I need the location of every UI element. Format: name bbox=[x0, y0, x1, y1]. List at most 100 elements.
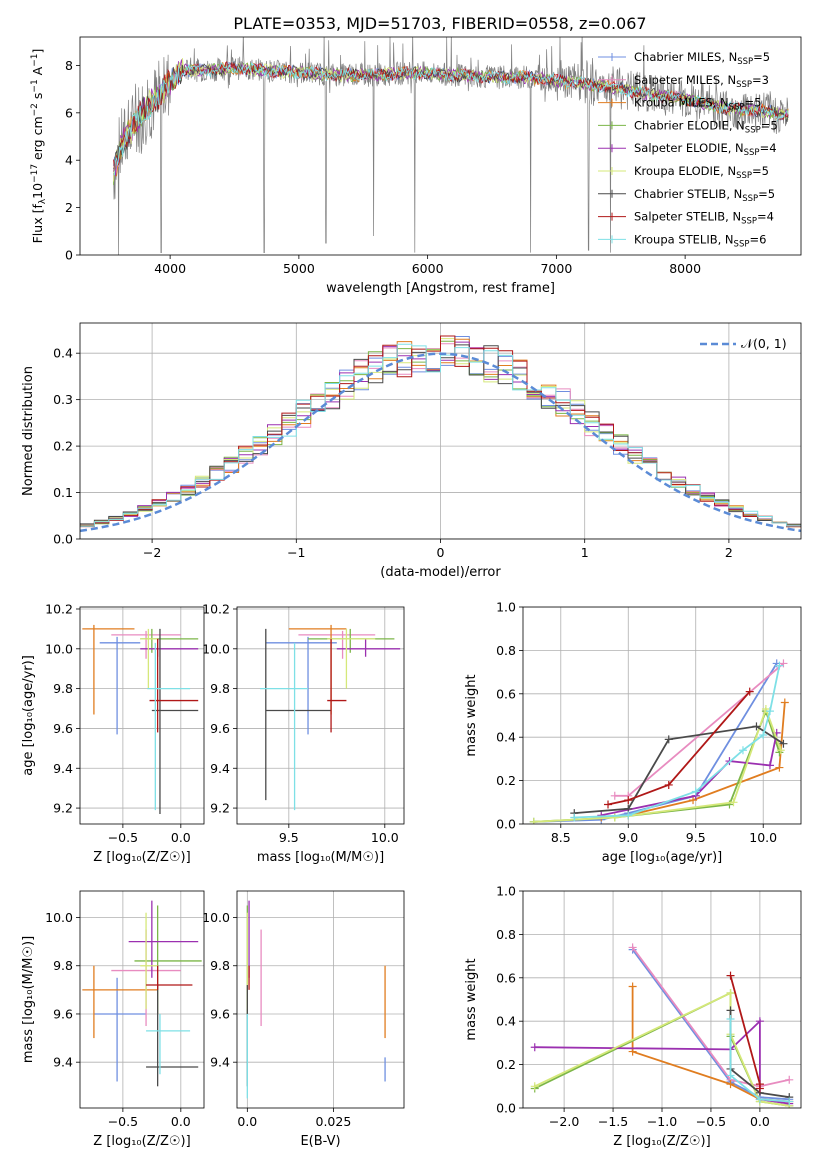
y-tick-label: 9.8 bbox=[210, 958, 230, 973]
legend-label-sub: SSP bbox=[745, 125, 761, 135]
point-marker-chabrier_stelib bbox=[752, 722, 761, 731]
y-tick-label: 9.6 bbox=[53, 1006, 73, 1021]
y-tick-label: 9.8 bbox=[210, 681, 230, 696]
y-tick-label: 9.6 bbox=[210, 1006, 230, 1021]
x-tick-label: 1 bbox=[581, 545, 589, 560]
point-marker-kroupa_stelib bbox=[775, 661, 784, 670]
axes-frame bbox=[236, 890, 405, 1109]
model-spectrum-salpeter_stelib bbox=[113, 61, 789, 172]
x-tick-label: −2.0 bbox=[549, 1114, 579, 1129]
series-line-salpeter_stelib bbox=[607, 691, 751, 806]
point-marker-salpeter_stelib bbox=[664, 780, 673, 789]
y-tick-label: 0.0 bbox=[496, 817, 516, 832]
y-axis-label: age [log₁₀(age/yr)] bbox=[21, 655, 36, 776]
plot-area bbox=[523, 607, 801, 824]
legend-label: Chabrier ELODIE, NSSP=5 bbox=[634, 118, 778, 135]
legend-label-tail: =5 bbox=[761, 118, 778, 132]
y-tick-label: 9.6 bbox=[210, 721, 230, 736]
legend-label-tail: =5 bbox=[758, 187, 775, 201]
point-marker-kroupa_elodie bbox=[776, 746, 785, 755]
legend-label-sub: SSP bbox=[742, 194, 758, 204]
spectrum-panel: 4000 5000 6000 7000 8000 0 2 4 6 8 wavelength [Ang… bbox=[30, 36, 802, 296]
x-tick-label: 6000 bbox=[412, 261, 444, 276]
y-axis-label: mass [log₁₀(M/M☉)] bbox=[21, 936, 36, 1063]
x-tick-label: −0.5 bbox=[696, 1114, 726, 1129]
legend-label-tail: =6 bbox=[749, 232, 766, 246]
x-tick-label: 4000 bbox=[154, 261, 186, 276]
x-tick-label: 10.0 bbox=[749, 830, 777, 845]
point-marker-kroupa_stelib bbox=[738, 746, 747, 755]
y-tick-label: 10.0 bbox=[45, 910, 73, 925]
figure-title: PLATE=0353, MJD=51703, FIBERID=0558, z=0… bbox=[233, 14, 646, 33]
y-tick-label: 9.2 bbox=[53, 801, 73, 816]
y-axis-label-part: −2 bbox=[30, 103, 40, 116]
legend-label-sub: SSP bbox=[729, 103, 745, 113]
x-tick-label: 2 bbox=[725, 545, 733, 560]
legend-label-base: Salpeter MILES, N bbox=[634, 73, 736, 87]
x-tick-label: 5000 bbox=[283, 261, 315, 276]
axes-frame bbox=[522, 606, 802, 825]
point-marker-salpeter_stelib bbox=[755, 1084, 764, 1093]
x-axis-label: age [log₁₀(age/yr)] bbox=[602, 850, 723, 865]
x-tick-label: 7000 bbox=[540, 261, 572, 276]
x-axis-label: Z [log₁₀(Z/Z☉)] bbox=[93, 850, 190, 865]
y-tick-label: 1.0 bbox=[496, 600, 516, 615]
histogram-salpeter_stelib bbox=[80, 335, 801, 528]
point-marker-kroupa_stelib bbox=[755, 1095, 764, 1104]
y-axis-label-part: λ bbox=[38, 198, 48, 204]
model-spectrum-chabrier_stelib bbox=[113, 61, 789, 170]
legend-label: Salpeter MILES, NSSP=3 bbox=[634, 73, 769, 90]
axes-frame bbox=[79, 36, 802, 256]
x-tick-label: 8.5 bbox=[551, 830, 571, 845]
x-tick-label: −1 bbox=[287, 545, 305, 560]
point-marker-kroupa_elodie bbox=[761, 704, 770, 713]
y-tick-label: 0.4 bbox=[496, 730, 516, 745]
mass-weight-vs-Z-panel: −2.0 −1.5 −1.0 −0.5 0.0 0.0 0.2 0.4 0.6 0.8 1.0 Z [… bbox=[464, 884, 802, 1149]
legend-label-sub: SSP bbox=[736, 171, 752, 181]
point-marker-salpeter_miles bbox=[785, 1075, 794, 1084]
point-marker-salpeter_stelib bbox=[604, 800, 613, 809]
y-tick-label: 9.4 bbox=[53, 1055, 73, 1070]
x-tick-label: 9.0 bbox=[618, 830, 638, 845]
y-tick-label: 9.4 bbox=[53, 761, 73, 776]
legend-label: Chabrier STELIB, NSSP=5 bbox=[634, 187, 775, 204]
plot-area bbox=[80, 607, 204, 824]
y-axis-label-part: ] bbox=[30, 49, 45, 54]
point-marker-kroupa_stelib bbox=[691, 787, 700, 796]
legend-label-base: Chabrier STELIB, N bbox=[634, 187, 742, 201]
y-tick-label: 10.0 bbox=[45, 641, 73, 656]
legend-label-tail: =4 bbox=[757, 210, 774, 224]
model-spectrum-kroupa_stelib bbox=[113, 62, 789, 176]
point-marker-kroupa_elodie bbox=[729, 798, 738, 807]
y-tick-label: 0.8 bbox=[496, 927, 516, 942]
point-marker-kroupa_stelib bbox=[726, 1071, 735, 1080]
point-marker-kroupa_stelib bbox=[726, 1015, 735, 1024]
y-tick-label: 10.0 bbox=[202, 910, 230, 925]
x-axis-label: E(B-V) bbox=[300, 1134, 340, 1149]
x-tick-label: −0.5 bbox=[108, 830, 138, 845]
y-tick-label: 0 bbox=[65, 248, 73, 263]
x-tick-label: −1.5 bbox=[598, 1114, 628, 1129]
legend-label: Kroupa ELODIE, NSSP=5 bbox=[634, 164, 769, 181]
legend-label: Salpeter STELIB, NSSP=4 bbox=[634, 210, 774, 227]
y-tick-label: 10.2 bbox=[45, 601, 73, 616]
legend-label-tail: =5 bbox=[753, 50, 770, 64]
point-marker-kroupa_miles bbox=[689, 796, 698, 805]
legend-label-sub: SSP bbox=[736, 80, 752, 90]
point-marker-chabrier_stelib bbox=[664, 735, 673, 744]
legend-label-base: Kroupa ELODIE, N bbox=[634, 164, 736, 178]
x-tick-label: 8000 bbox=[669, 261, 701, 276]
x-tick-label: 0.025 bbox=[316, 1114, 352, 1129]
point-marker-kroupa_miles bbox=[726, 1080, 735, 1089]
point-marker-kroupa_elodie bbox=[726, 988, 735, 997]
y-axis-label: mass weight bbox=[464, 674, 479, 756]
legend-label: Kroupa MILES, NSSP=5 bbox=[634, 96, 761, 113]
y-tick-label: 0.0 bbox=[496, 1101, 516, 1116]
x-tick-label: 0 bbox=[437, 545, 445, 560]
legend-label-base: Salpeter STELIB, N bbox=[634, 210, 741, 224]
x-tick-label: 9.5 bbox=[279, 830, 299, 845]
x-axis-label: (data-model)/error bbox=[380, 565, 501, 580]
point-marker-kroupa_miles bbox=[775, 763, 784, 772]
axes-frame bbox=[236, 606, 405, 825]
